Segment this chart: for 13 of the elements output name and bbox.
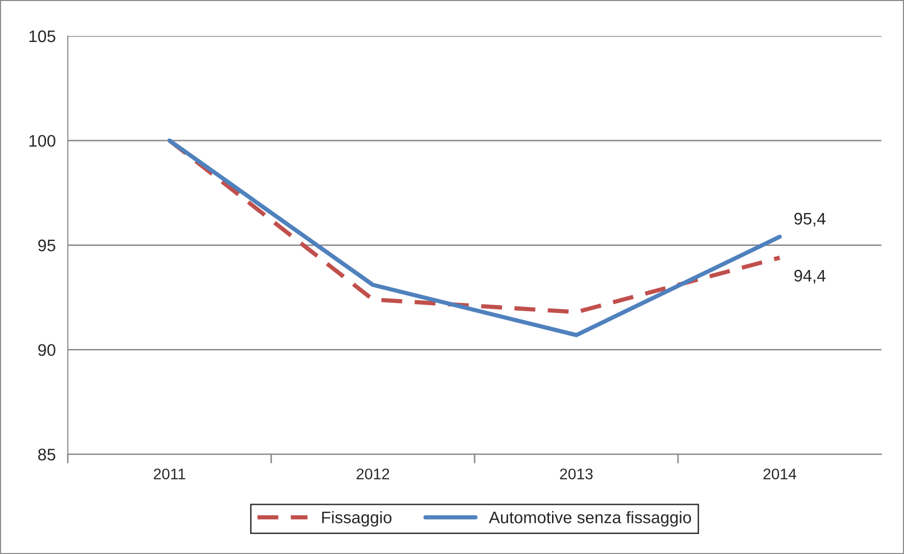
y-tick-label: 105 <box>29 30 56 42</box>
y-tick-label: 90 <box>38 344 56 356</box>
x-tick-label: 2012 <box>356 468 390 480</box>
y-tick-label: 100 <box>29 134 56 147</box>
legend-label: Automotive senza fissaggio <box>488 511 692 527</box>
x-tick-label: 2013 <box>560 468 593 480</box>
x-tick-label: 2014 <box>763 468 796 480</box>
y-tick-label: 95 <box>38 240 56 252</box>
y-tick-label: 85 <box>38 448 56 460</box>
x-tick-label: 2011 <box>154 468 186 480</box>
data-label: 94,4 <box>794 270 826 284</box>
legend-label: Fissaggio <box>322 511 392 527</box>
data-label: 95,4 <box>794 212 826 227</box>
